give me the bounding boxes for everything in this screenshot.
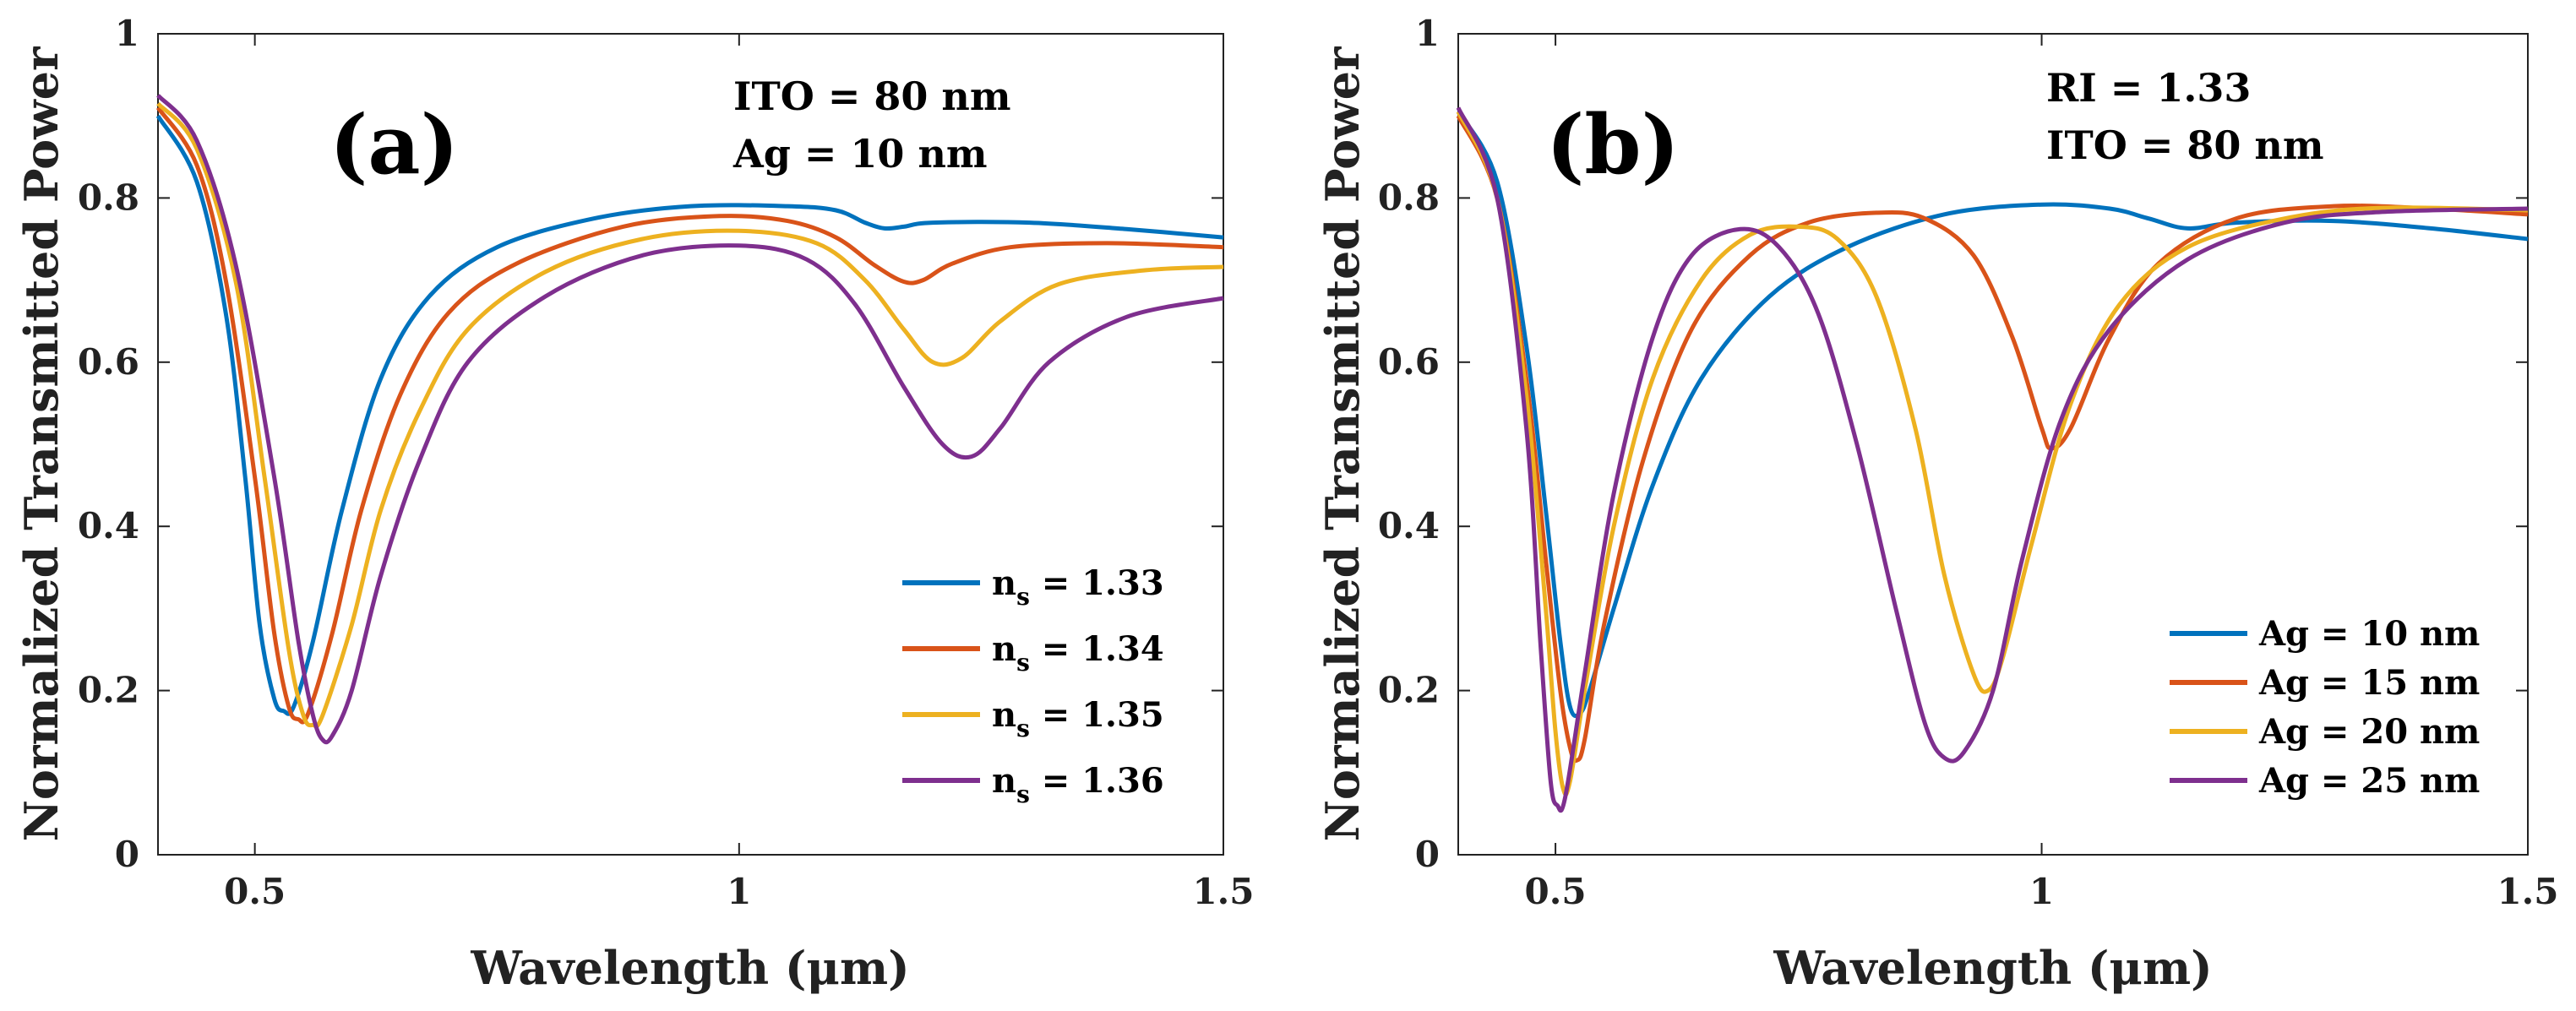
panel-a-annotation-ag: Ag = 10 nm xyxy=(732,131,988,177)
panel-b-annotation-ito: ITO = 80 nm xyxy=(2046,122,2324,168)
legend-entry-2: ns = 1.34 xyxy=(992,629,1164,677)
legend-entry-2: Ag = 15 nm xyxy=(2258,663,2480,703)
legend-entry-4: Ag = 25 nm xyxy=(2258,761,2480,801)
ytick-label: 0.4 xyxy=(78,505,139,546)
ytick-label: 0.4 xyxy=(1378,505,1440,546)
ytick-label: 0.6 xyxy=(1378,341,1440,383)
panel-b-legend: Ag = 10 nm Ag = 15 nm Ag = 20 nm Ag = 25 nm xyxy=(2170,614,2480,801)
xtick-label: 1 xyxy=(2029,871,2054,912)
legend-entry-3: ns = 1.35 xyxy=(992,695,1164,742)
ytick-label: 0.8 xyxy=(78,177,139,218)
legend-entry-3: Ag = 20 nm xyxy=(2258,712,2480,752)
ytick-label: 0 xyxy=(1415,834,1440,875)
ytick-label: 0 xyxy=(115,834,139,875)
xtick-label: 0.5 xyxy=(1525,871,1587,912)
panel-a-series xyxy=(155,94,1224,745)
xtick-label: 1 xyxy=(727,871,751,912)
series-line-1 xyxy=(1456,111,2529,719)
xtick-label: 0.5 xyxy=(224,871,286,912)
series-line-3 xyxy=(1456,111,2529,797)
series-line-4 xyxy=(1456,106,2529,813)
panel-a-label: (a) xyxy=(329,97,459,193)
panel-b-xlabel: Wavelength (μm) xyxy=(1773,941,2212,995)
panel-a: 0.5 1 1.5 0 0.2 0.4 0.6 0.8 1 (a) ITO = 80 nm Ag… xyxy=(14,13,1255,995)
series-line-2 xyxy=(155,106,1224,725)
ytick-label: 0.2 xyxy=(78,670,139,711)
xtick-label: 1.5 xyxy=(2497,871,2558,912)
panel-b-label: (b) xyxy=(1546,97,1680,193)
series-line-1 xyxy=(155,114,1224,716)
panel-b-ticks: 0.5 1 1.5 0 0.2 0.4 0.6 0.8 1 xyxy=(1378,13,2559,912)
panel-a-plot-area xyxy=(157,33,1224,856)
series-line-3 xyxy=(156,101,1224,729)
xtick-label: 1.5 xyxy=(1192,871,1254,912)
panel-a-annotation-ito: ITO = 80 nm xyxy=(733,73,1011,119)
legend-entry-4: ns = 1.36 xyxy=(992,761,1164,808)
panel-a-ticks: 0.5 1 1.5 0 0.2 0.4 0.6 0.8 1 xyxy=(78,13,1255,912)
legend-entry-1: ns = 1.33 xyxy=(992,563,1164,611)
panel-b: 0.5 1 1.5 0 0.2 0.4 0.6 0.8 1 (b) RI = 1.33 ITO … xyxy=(1315,13,2559,995)
ytick-label: 0.6 xyxy=(78,341,139,383)
panel-a-legend: ns = 1.33 ns = 1.34 ns = 1.35 ns = 1.36 xyxy=(902,563,1164,808)
ytick-label: 1 xyxy=(1415,13,1440,54)
legend-entry-1: Ag = 10 nm xyxy=(2258,614,2480,654)
series-line-4 xyxy=(156,94,1224,745)
panel-b-plot-area xyxy=(1457,33,2529,856)
panel-b-series xyxy=(1456,106,2529,813)
ytick-label: 0.2 xyxy=(1378,670,1440,711)
panel-b-ylabel: Normalized Transmitted Power xyxy=(1315,46,1370,841)
ytick-label: 0.8 xyxy=(1378,177,1440,218)
panel-a-ylabel: Normalized Transmitted Power xyxy=(14,46,68,841)
panel-a-xlabel: Wavelength (μm) xyxy=(470,941,909,995)
panel-b-annotation-ri: RI = 1.33 xyxy=(2046,65,2251,111)
ytick-label: 1 xyxy=(115,13,139,54)
